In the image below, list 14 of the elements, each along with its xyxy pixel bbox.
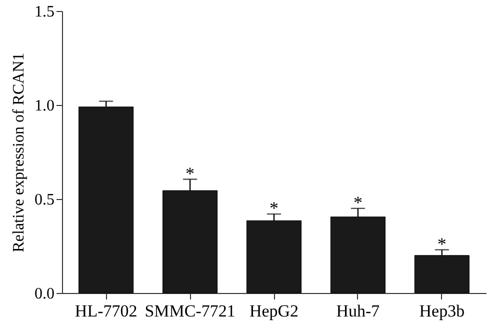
x-tick-label: HL-7702 [74,302,138,320]
annotation: * [353,192,362,213]
y-tick-label: 1.0 [34,98,54,114]
y-tick-label: 0.0 [34,286,54,302]
y-axis-title: Relative expression of RCAN1 [10,52,28,252]
annotation: * [437,234,446,254]
x-tick-label: Huh-7 [336,302,380,320]
x-tick-label: Hep3b [419,302,465,320]
annotation: * [186,163,195,184]
y-tick-label: 1.5 [34,4,54,20]
x-tick-label: SMMC-7721 [144,302,236,320]
x-tick-label: HepG2 [249,302,299,320]
annotation: * [270,198,278,218]
y-tick-label: 0.5 [34,192,54,208]
